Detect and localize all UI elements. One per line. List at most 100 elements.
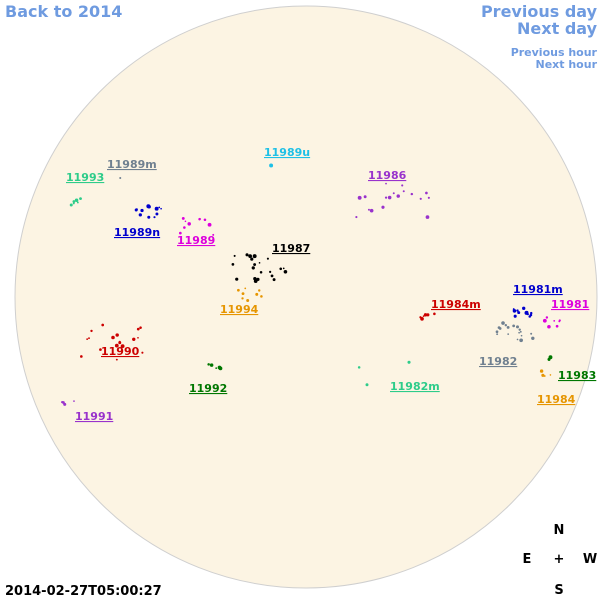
sunspot — [516, 338, 519, 341]
sunspot — [558, 319, 561, 322]
sunspot — [120, 344, 125, 349]
sunspot — [134, 208, 138, 212]
sunspot — [516, 309, 519, 312]
sunspot — [363, 195, 367, 199]
sunspot — [369, 208, 374, 213]
compass-east: E — [523, 552, 532, 567]
sunspot — [114, 343, 119, 348]
sunspot — [520, 334, 523, 337]
sunspot — [187, 222, 191, 226]
sunspot — [270, 274, 274, 278]
region-label: 11989u — [264, 146, 310, 159]
sunspot — [111, 335, 115, 340]
sunspot — [181, 216, 185, 220]
sunspot — [269, 163, 274, 168]
region-label: 11982m — [390, 380, 440, 393]
sunspot — [72, 202, 75, 205]
sunspot — [512, 309, 517, 313]
sunspot — [519, 330, 522, 333]
sunspot — [99, 348, 102, 351]
sunspot — [76, 201, 79, 204]
sunspot — [392, 192, 395, 195]
next-day-link[interactable]: Next day — [517, 19, 598, 38]
region-label: 11983 — [558, 369, 596, 382]
sunspot — [236, 288, 240, 292]
sunspot — [266, 257, 269, 260]
sunspot — [531, 336, 535, 340]
sunspot — [212, 233, 215, 236]
sunspot — [241, 292, 245, 296]
sunspot — [115, 358, 118, 361]
sunspot — [548, 355, 553, 360]
sunspot — [158, 206, 161, 209]
sunspot — [101, 323, 105, 327]
sunspot — [282, 267, 285, 270]
sunspot — [198, 218, 201, 221]
region-label: 11990 — [101, 345, 140, 358]
sunspot — [248, 254, 252, 259]
region-label: 11981 — [551, 298, 589, 311]
region-label: 11984m — [431, 298, 481, 311]
next-hour-link[interactable]: Next hour — [536, 58, 598, 71]
compass-center: + — [554, 552, 565, 567]
sunspot — [136, 327, 140, 331]
sunspot — [79, 197, 82, 201]
sunspot — [235, 277, 239, 281]
sunspot — [141, 351, 144, 354]
sunspot — [72, 200, 76, 203]
sunspot — [387, 195, 392, 200]
compass-west: W — [583, 552, 597, 567]
sunspot — [178, 231, 182, 235]
sunspot — [115, 333, 119, 337]
sunspot — [183, 226, 186, 229]
sunspot — [203, 218, 207, 222]
sunspot — [132, 337, 136, 341]
sunspot — [184, 220, 187, 223]
sunspot — [517, 311, 521, 315]
sunspot — [154, 206, 159, 211]
region-label: 11989n — [114, 226, 160, 239]
sunspot — [504, 324, 508, 327]
sunspot — [140, 208, 144, 213]
sunspot — [74, 198, 79, 203]
sunspot — [543, 375, 546, 377]
sunspot — [244, 287, 247, 290]
sunspot — [284, 271, 287, 274]
region-label: 11993 — [66, 171, 104, 184]
region-label: 11981m — [513, 283, 563, 296]
sunspot — [506, 325, 510, 329]
sunspot — [553, 319, 556, 322]
region-label: 11992 — [189, 382, 227, 395]
sunspot — [518, 328, 521, 331]
sunspot — [253, 277, 257, 281]
sunspot — [419, 316, 422, 319]
previous-day-link[interactable]: Previous day — [481, 2, 598, 21]
sunspot — [137, 336, 139, 339]
sunspots — [61, 163, 561, 406]
sunspot — [539, 369, 544, 373]
sunspot — [155, 212, 159, 216]
sunspot — [507, 333, 510, 335]
sunspot — [246, 299, 250, 302]
sunspot — [233, 254, 236, 257]
back-link[interactable]: Back to 2014 — [5, 2, 122, 21]
sunspot — [147, 215, 151, 219]
sunspot — [513, 314, 517, 318]
sunspot — [258, 261, 261, 264]
sunspot — [160, 207, 162, 210]
region-label: 11987 — [272, 242, 310, 255]
sunspot — [423, 313, 428, 317]
sunspot — [425, 191, 428, 195]
previous-hour-link[interactable]: Previous hour — [511, 46, 598, 59]
sunspot — [529, 313, 533, 317]
sunspot — [357, 366, 361, 369]
sunspot — [209, 363, 214, 367]
sunspot — [549, 374, 552, 376]
sunspot — [62, 401, 65, 404]
sunspot — [530, 332, 533, 335]
sunspot — [215, 367, 218, 370]
sunspot — [426, 313, 430, 317]
sunspot — [255, 292, 259, 296]
